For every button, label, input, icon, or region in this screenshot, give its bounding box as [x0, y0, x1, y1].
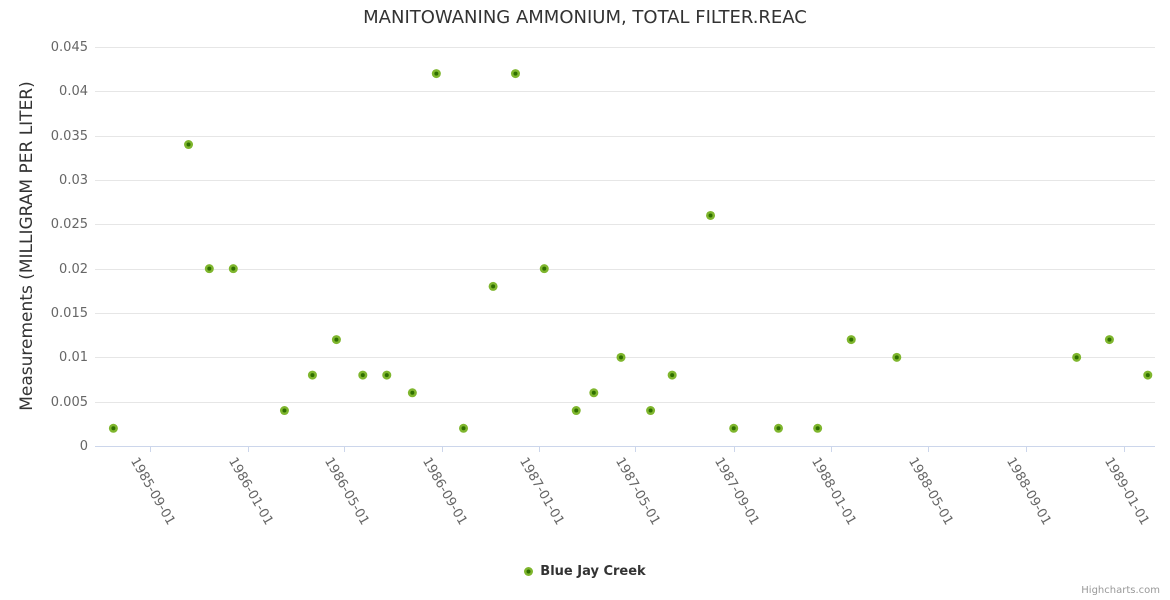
chart-title: MANITOWANING AMMONIUM, TOTAL FILTER.REAC — [363, 7, 807, 28]
data-point-marker-center — [815, 426, 820, 431]
data-point-marker-center — [1107, 337, 1112, 342]
data-point-marker-center — [542, 266, 547, 271]
data-point-marker-center — [849, 337, 854, 342]
y-axis-tick-label: 0.03 — [59, 172, 88, 188]
data-point-marker-center — [619, 355, 624, 360]
data-point-marker-center — [591, 390, 596, 395]
data-point-marker-center — [513, 71, 518, 76]
highcharts-credits-link[interactable]: Highcharts.com — [1081, 585, 1160, 596]
data-point-marker-center — [894, 355, 899, 360]
y-axis-tick-label: 0.015 — [50, 305, 88, 321]
data-point-marker-center — [574, 408, 579, 413]
y-axis-tick-label: 0.025 — [50, 216, 88, 232]
data-point-marker-center — [334, 337, 339, 342]
legend-item-blue-jay-creek[interactable]: Blue Jay Creek — [0, 564, 1170, 579]
data-point-marker-center — [731, 426, 736, 431]
data-point-marker-center — [708, 213, 713, 218]
y-axis-tick-label: 0 — [79, 438, 88, 454]
data-point-marker-center — [776, 426, 781, 431]
data-point-marker-center — [231, 266, 236, 271]
y-axis-tick-label: 0.005 — [50, 394, 88, 410]
y-axis-tick-label: 0.045 — [50, 39, 88, 55]
data-point-marker-center — [1145, 373, 1150, 378]
data-point-marker-center — [670, 373, 675, 378]
data-point-marker-center — [186, 142, 191, 147]
data-point-marker-center — [434, 71, 439, 76]
data-point-marker-center — [384, 373, 389, 378]
y-axis-tick-label: 0.02 — [59, 261, 88, 277]
data-point-marker-center — [1074, 355, 1079, 360]
data-point-marker-center — [461, 426, 466, 431]
data-point-marker-center — [207, 266, 212, 271]
data-point-marker-center — [282, 408, 287, 413]
y-axis-tick-label: 0.01 — [59, 349, 88, 365]
data-point-marker-center — [410, 390, 415, 395]
data-point-marker-center — [360, 373, 365, 378]
data-point-marker-center — [111, 426, 116, 431]
y-axis-tick-label: 0.04 — [59, 83, 88, 99]
legend-marker-icon — [524, 567, 534, 576]
legend-series-label: Blue Jay Creek — [540, 564, 646, 579]
data-point-marker-center — [310, 373, 315, 378]
data-point-marker-center — [648, 408, 653, 413]
data-point-marker-center — [491, 284, 496, 289]
y-axis-tick-label: 0.035 — [50, 128, 88, 144]
